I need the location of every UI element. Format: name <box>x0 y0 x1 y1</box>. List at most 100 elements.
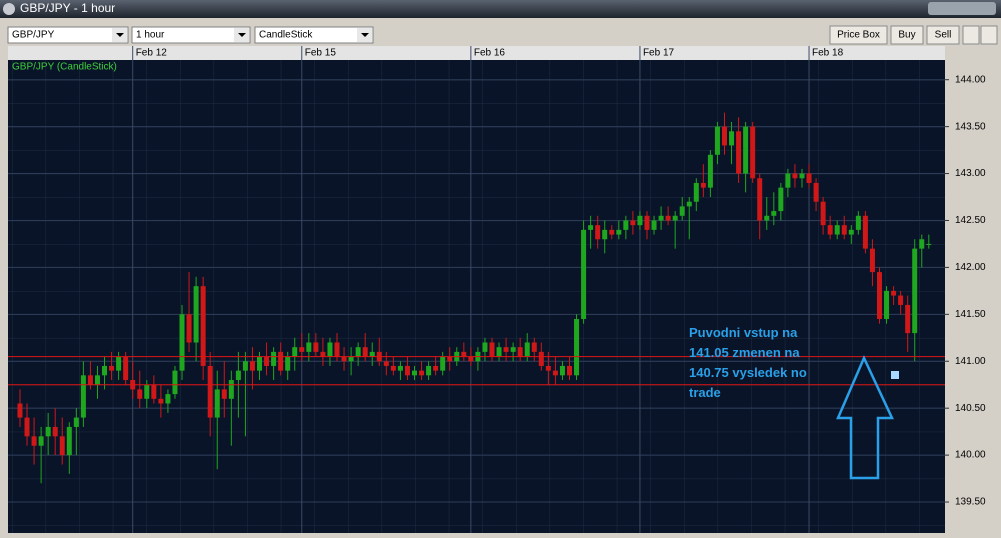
button-label: Price Box <box>837 30 880 41</box>
candle-body <box>94 375 100 385</box>
candle-body <box>80 375 86 418</box>
candle-body <box>468 356 474 362</box>
candle-body <box>841 225 847 235</box>
candle-body <box>729 131 735 146</box>
symbol-select[interactable]: GBP/JPY <box>7 26 129 44</box>
chart-label: GBP/JPY (CandleStick) <box>12 62 117 73</box>
candle-body <box>743 126 749 174</box>
annotation-line: 140.75 vysledek no <box>689 365 807 380</box>
price-box-button[interactable]: Price Box <box>829 25 888 45</box>
candle-body <box>609 229 615 235</box>
candle-body <box>482 342 488 352</box>
candle-body <box>433 365 439 371</box>
candle-body <box>637 215 643 226</box>
date-axis <box>8 46 945 60</box>
candle-body <box>214 389 220 418</box>
candle-body <box>257 356 263 371</box>
annotation-arrow <box>836 354 899 480</box>
y-tick-label: 142.00 <box>955 262 986 273</box>
candle-body <box>757 178 763 221</box>
candle-body <box>686 201 692 207</box>
candle-body <box>158 398 164 404</box>
y-tick-label: 140.50 <box>955 403 986 414</box>
candle-body <box>531 342 537 352</box>
candle-body <box>362 347 368 357</box>
candle-body <box>926 243 932 245</box>
price-axis <box>945 60 1001 533</box>
candle-body <box>87 375 93 385</box>
candle-body <box>806 173 812 183</box>
candle-body <box>595 225 601 240</box>
annotation-line: trade <box>689 385 721 400</box>
annotation-line: 141.05 zmenen na <box>689 345 800 360</box>
indicator-button[interactable] <box>962 25 980 45</box>
candle-body <box>264 356 270 366</box>
candle-body <box>736 131 742 174</box>
x-tick-label: Feb 17 <box>643 48 675 59</box>
candle-body <box>700 182 706 188</box>
candle-body <box>559 365 565 376</box>
candle-body <box>447 356 453 362</box>
x-tick-label: Feb 16 <box>474 48 506 59</box>
candle-body <box>17 403 23 418</box>
candle-body <box>848 229 854 235</box>
candle-body <box>538 351 544 366</box>
annotation-line: Puvodni vstup na <box>689 325 798 340</box>
draw-button[interactable] <box>980 25 998 45</box>
candle-body <box>426 365 432 376</box>
candle-body <box>299 347 305 352</box>
y-tick-label: 143.50 <box>955 121 986 132</box>
candle-body <box>862 215 868 249</box>
candle-body <box>348 356 354 362</box>
candle-body <box>292 347 298 357</box>
candle-body <box>820 201 826 226</box>
candle-body <box>581 229 587 320</box>
candle-body <box>59 436 65 456</box>
style-select[interactable]: CandleStick <box>254 26 374 44</box>
candle-body <box>778 187 784 212</box>
candle-body <box>884 290 890 320</box>
candle-body <box>510 347 516 352</box>
candle-body <box>461 351 467 357</box>
app-icon <box>3 3 15 15</box>
candle-body <box>679 206 685 216</box>
window-controls[interactable] <box>928 2 996 15</box>
candle-body <box>574 319 580 376</box>
candle-body <box>52 426 58 437</box>
candle-body <box>228 380 234 399</box>
candle-body <box>390 365 396 371</box>
button-label: Buy <box>898 30 915 41</box>
y-tick-label: 141.00 <box>955 356 986 367</box>
sell-button[interactable]: Sell <box>926 25 960 45</box>
candle-body <box>109 365 115 371</box>
candle-body <box>440 356 446 371</box>
candle-body <box>672 215 678 221</box>
fine-grid <box>8 60 945 533</box>
candle-body <box>588 225 594 230</box>
candle-body <box>165 394 171 404</box>
candle-body <box>412 370 418 376</box>
candle-body <box>750 126 756 179</box>
candles <box>8 46 945 533</box>
y-tick-label: 139.50 <box>955 497 986 508</box>
candle-body <box>123 356 129 381</box>
candle-body <box>919 239 925 249</box>
x-tick-label: Feb 15 <box>305 48 337 59</box>
buy-button[interactable]: Buy <box>890 25 924 45</box>
candle-body <box>545 365 551 371</box>
interval-select[interactable]: 1 hour <box>131 26 251 44</box>
candle-body <box>517 347 523 357</box>
candle-body <box>489 342 495 357</box>
candle-body <box>249 361 255 371</box>
y-tick-label: 144.00 <box>955 74 986 85</box>
button-label: Sell <box>935 30 952 41</box>
candle-body <box>179 314 185 371</box>
style-value: CandleStick <box>259 30 313 41</box>
y-tick-label: 143.00 <box>955 168 986 179</box>
candle-body <box>792 173 798 179</box>
candle-body <box>31 436 37 446</box>
candle-body <box>144 384 150 399</box>
candle-body <box>813 182 819 202</box>
candle-body <box>66 426 72 456</box>
candle-body <box>355 347 361 357</box>
